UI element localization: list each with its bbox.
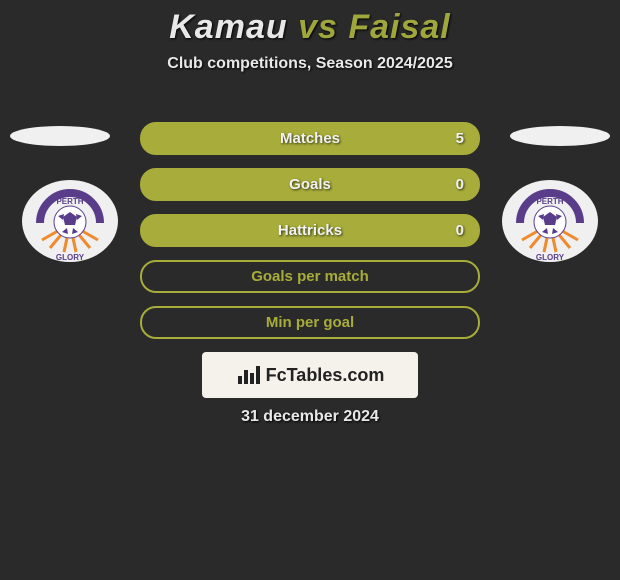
stat-row-goals-per-match: Goals per match <box>140 260 480 293</box>
stat-row-min-per-goal: Min per goal <box>140 306 480 339</box>
stat-label: Goals per match <box>142 262 478 291</box>
svg-text:GLORY: GLORY <box>536 253 565 262</box>
bars-icon <box>236 364 262 386</box>
title-vs: vs <box>298 8 338 46</box>
brand-text: FcTables.com <box>266 365 385 386</box>
player1-club-badge: PERTH GLORY <box>20 178 120 264</box>
stats-container: Matches 5 Goals 0 Hattricks 0 Goals per … <box>140 122 480 352</box>
stat-label: Min per goal <box>142 308 478 337</box>
title-player2: Faisal <box>348 8 450 46</box>
brand-box: FcTables.com <box>202 352 418 398</box>
title-player1: Kamau <box>169 8 287 46</box>
stat-value-right: 0 <box>456 216 464 245</box>
stat-value-right: 0 <box>456 170 464 199</box>
stat-row-hattricks: Hattricks 0 <box>140 214 480 247</box>
stat-row-goals: Goals 0 <box>140 168 480 201</box>
stat-row-matches: Matches 5 <box>140 122 480 155</box>
stat-label: Matches <box>142 124 478 153</box>
stat-label: Hattricks <box>142 216 478 245</box>
player1-avatar <box>10 126 110 146</box>
player2-avatar <box>510 126 610 146</box>
svg-text:GLORY: GLORY <box>56 253 85 262</box>
stat-label: Goals <box>142 170 478 199</box>
date-text: 31 december 2024 <box>0 408 620 426</box>
stat-value-right: 5 <box>456 124 464 153</box>
player2-club-badge: PERTH GLORY <box>500 178 600 264</box>
page-title: Kamau vs Faisal <box>0 0 620 47</box>
svg-text:PERTH: PERTH <box>536 197 563 206</box>
svg-text:PERTH: PERTH <box>56 197 83 206</box>
subtitle: Club competitions, Season 2024/2025 <box>0 55 620 73</box>
